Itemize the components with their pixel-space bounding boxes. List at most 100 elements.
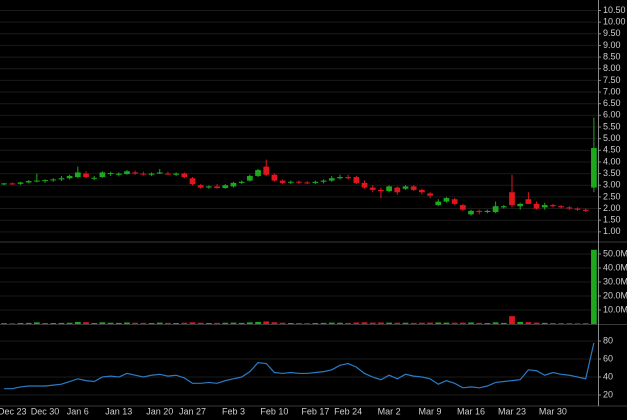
candle-body (83, 173, 89, 178)
candle-body (140, 173, 147, 175)
volume-bar (427, 322, 433, 324)
volume-bar (443, 322, 450, 324)
volume-bar (91, 323, 98, 324)
candle-body (50, 179, 57, 181)
candle-body (353, 177, 360, 183)
candle-body (410, 186, 417, 190)
volume-bar (25, 322, 32, 324)
volume-bar (550, 323, 556, 324)
x-tick-label: Feb 10 (260, 406, 288, 416)
y-tick-label: 80 (603, 335, 613, 345)
volume-bar (369, 322, 376, 324)
volume-bar (238, 322, 245, 324)
candle-body (386, 186, 392, 192)
candle-body (246, 175, 253, 181)
x-tick-label: Mar 2 (378, 406, 401, 416)
y-tick-label: 9.00 (603, 40, 621, 50)
volume-bar (107, 322, 114, 324)
volume-bar (99, 322, 106, 324)
y-tick-label: 40.0M (603, 262, 627, 272)
volume-bar (296, 323, 302, 324)
y-tick-label: 10.0M (603, 304, 627, 314)
y-tick-label: 4.00 (603, 156, 621, 166)
volume-bar (115, 322, 122, 324)
candle-body (525, 199, 532, 204)
candle-body (58, 178, 65, 180)
candle-body (476, 210, 483, 213)
y-tick-label: 3.50 (603, 168, 621, 178)
x-tick-label: Mar 9 (419, 406, 442, 416)
candle-body (206, 186, 212, 188)
volume-bar (394, 322, 401, 324)
y-tick-label: 20 (603, 389, 613, 399)
y-tick-label: 8.00 (603, 63, 621, 73)
volume-bar (58, 322, 65, 324)
volume-bar (574, 323, 581, 324)
candle-body (181, 173, 188, 178)
candle-body (304, 182, 311, 184)
candle-body (197, 185, 204, 188)
volume-bar (500, 322, 507, 324)
volume-bar (263, 321, 270, 324)
volume-bar (173, 323, 179, 324)
volume-bar (1, 323, 7, 324)
candle-body (574, 208, 581, 210)
x-tick-label: Feb 3 (222, 406, 245, 416)
candle-body (451, 199, 458, 204)
x-tick-label: Feb 17 (301, 406, 329, 416)
candle-body (238, 181, 245, 183)
volume-bar (9, 323, 16, 324)
candle-body (468, 210, 474, 215)
volume-bar (582, 323, 589, 324)
volume-bar (83, 322, 89, 324)
candle-body (419, 189, 425, 193)
y-tick-label: 5.50 (603, 121, 621, 131)
volume-bar (148, 323, 155, 324)
y-tick-label: 2.00 (603, 203, 621, 213)
volume-bar (509, 316, 515, 324)
volume-bar (304, 323, 311, 324)
candle-body (312, 181, 319, 183)
volume-bar (181, 322, 188, 324)
candle-body (33, 180, 40, 182)
volume-bar (271, 322, 278, 324)
volume-bar (214, 322, 220, 324)
candle-body (517, 203, 524, 207)
volume-bar (402, 322, 409, 324)
volume-bar (156, 322, 163, 324)
volume-bar (328, 322, 335, 324)
volume-bar (246, 322, 253, 324)
y-tick-label: 40 (603, 371, 613, 381)
candle-body (533, 203, 540, 209)
candle-body (337, 177, 343, 179)
candle-body (9, 183, 16, 185)
volume-bar (361, 322, 368, 324)
x-tick-label: Mar 16 (457, 406, 485, 416)
candle-body (25, 181, 32, 183)
volume-bar (378, 322, 384, 324)
y-tick-label: 7.50 (603, 75, 621, 85)
candle-body (42, 180, 48, 182)
volume-bar (353, 322, 360, 324)
candle-body (17, 182, 24, 184)
candle-body (378, 189, 384, 192)
candle-body (427, 193, 433, 196)
y-tick-label: 4.50 (603, 145, 621, 155)
volume-bar (132, 322, 139, 324)
y-tick-label: 30.0M (603, 276, 627, 286)
volume-bar (566, 323, 573, 324)
indicator-line (4, 342, 595, 390)
volume-bar (451, 322, 458, 324)
candle-body (591, 147, 597, 188)
volume-bar (468, 322, 474, 324)
candle-body (91, 177, 98, 179)
volume-bar (410, 322, 417, 324)
volume-bar (419, 322, 425, 324)
y-tick-label: 1.00 (603, 226, 621, 236)
y-tick-label: 8.50 (603, 51, 621, 61)
candle-body (115, 173, 122, 175)
volume-bar (492, 322, 499, 324)
candle-body (189, 178, 196, 185)
volume-bar (386, 322, 392, 324)
